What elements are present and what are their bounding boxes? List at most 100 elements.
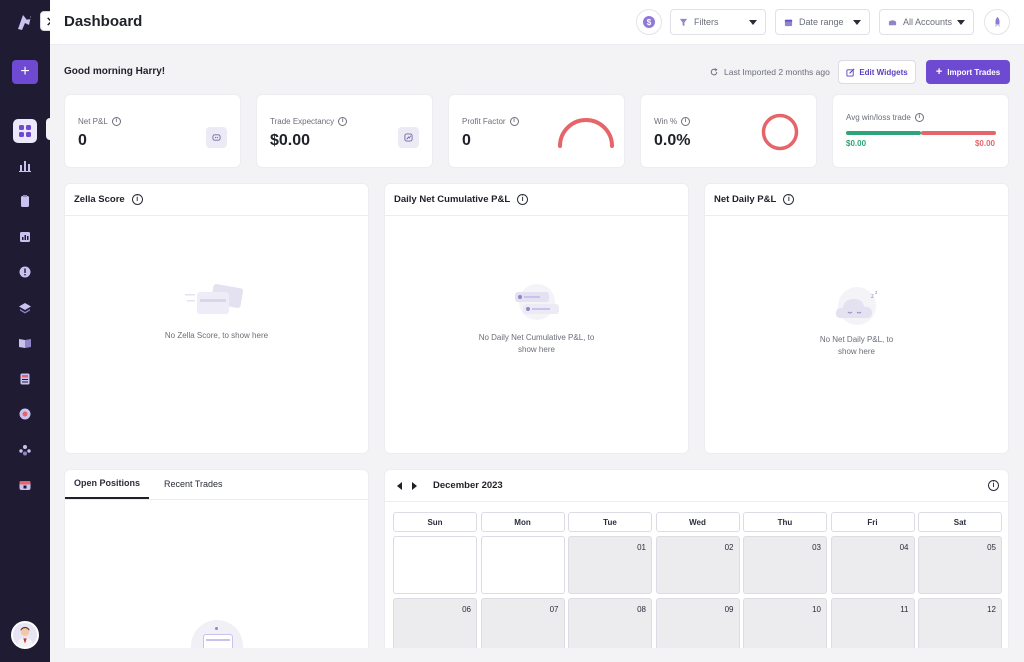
page-bottom-edge [50,648,1024,662]
next-month-icon[interactable] [412,481,417,490]
stat-value: 0 [462,132,471,149]
calendar-day[interactable]: 01 [568,536,652,594]
info-icon[interactable]: i [681,117,691,126]
info-icon[interactable]: i [131,194,143,205]
panel-calendar: December 2023 i Sun Mon Tue Wed Thu Fri … [384,469,1009,662]
last-imported-text: Last Imported 2 months ago [724,67,830,77]
sidebar-item-community[interactable] [13,438,37,462]
sidebar-item-playbook[interactable] [13,296,37,320]
calendar-day[interactable]: 08 [568,598,652,656]
playbook-icon [19,303,31,314]
info-icon[interactable]: i [783,194,795,205]
sidebar-item-chart[interactable] [13,225,37,249]
community-icon [19,445,31,456]
tab-recent-trades[interactable]: Recent Trades [164,479,223,489]
calendar-day[interactable]: 06 [393,598,477,656]
sidebar-item-calculator[interactable] [13,367,37,391]
panel-title: Net Daily P&L [714,194,777,205]
edit-widgets-button[interactable]: Edit Widgets [838,60,916,84]
calendar-day[interactable]: 07 [480,598,565,656]
calendar-day[interactable]: 09 [655,598,740,656]
info-icon[interactable]: i [111,117,121,126]
accounts-dropdown[interactable]: All Accounts [879,9,974,35]
chevron-down-icon [957,19,965,25]
panel-title: Daily Net Cumulative P&L [394,194,511,205]
filters-dropdown[interactable]: Filters [670,9,766,35]
info-icon[interactable]: i [509,117,519,126]
empty-state: z z No Net Daily P&L, to show here [705,286,1008,358]
prev-month-icon[interactable] [397,481,402,490]
stat-label: Avg win/loss trade [846,113,911,122]
stat-card-profit-factor: Profit Factor i 0 [448,94,625,168]
profile-menu-button[interactable] [984,9,1010,35]
stat-label: Win % [654,117,678,126]
calendar-day[interactable]: 02 [655,536,740,594]
calendar-day[interactable]: 04 [830,536,915,594]
import-trades-button[interactable]: + Import Trades [926,60,1010,84]
sidebar-item-reports[interactable] [13,154,37,178]
calendar-day[interactable]: 10 [743,598,827,656]
stat-card-trade-expectancy: Trade Expectancy i $0.00 [256,94,433,168]
calendar-day[interactable]: 03 [743,536,827,594]
loss-bar [921,131,996,135]
rocket-icon [994,16,1000,27]
empty-list-icon [514,284,559,320]
calculator-icon [20,373,30,385]
weekday-header: Sat [918,512,1002,532]
avg-loss-value: $0.00 [974,139,995,148]
stat-value: 0 [78,132,87,149]
svg-text:z: z [871,294,874,300]
chevron-down-icon [749,19,757,25]
info-icon[interactable]: i [338,117,348,126]
win-bar [846,131,921,135]
greeting-text: Good morning Harry! [64,66,166,77]
refresh-icon[interactable] [710,68,718,76]
sidebar-item-alerts[interactable] [13,260,37,284]
alert-icon [19,266,31,278]
info-icon[interactable]: i [517,194,529,205]
zella-logo-icon[interactable] [14,11,36,33]
chart-icon [20,232,30,242]
calendar-day[interactable]: 11 [830,598,915,656]
empty-text: No Net Daily P&L, to show here [819,335,894,356]
empty-cards-icon [184,284,243,314]
edit-widgets-label: Edit Widgets [859,67,908,77]
sidebar-item-university[interactable] [13,473,37,497]
import-trades-label: Import Trades [947,67,1001,77]
account-icon [888,19,897,25]
stat-label: Profit Factor [462,117,506,126]
tab-open-positions[interactable]: Open Positions [65,470,150,499]
sidebar-item-notebook[interactable] [13,331,37,355]
add-button[interactable]: + [12,60,38,84]
calendar-day[interactable]: 05 [918,536,1002,594]
panel-daily-cumulative-pnl: Daily Net Cumulative P&L i No Daily Net … [384,183,689,454]
stat-card-net-pnl: Net P&L i 0 [64,94,241,168]
info-icon[interactable]: i [988,480,999,491]
university-icon [19,481,31,490]
avatar[interactable] [11,621,39,649]
calendar-header: December 2023 i [385,470,1008,502]
sidebar: + [0,0,52,662]
weekday-header: Sun [393,512,477,532]
info-icon[interactable]: i [914,113,924,122]
page-title: Dashboard [64,13,143,30]
record-icon [19,408,31,420]
stat-card-avg-win-loss: Avg win/loss trade i $0.00 $0.00 [832,94,1009,168]
sidebar-item-dashboard[interactable] [13,119,37,143]
calendar-day[interactable] [480,536,565,594]
sidebar-item-record[interactable] [13,402,37,426]
filters-label: Filters [694,17,719,27]
date-range-dropdown[interactable]: Date range [775,9,870,35]
svg-text:z: z [875,290,878,296]
dashboard-icon [19,125,31,137]
edit-icon [846,68,855,77]
stat-card-win-pct: Win % i 0.0% [640,94,817,168]
last-imported: Last Imported 2 months ago [710,67,830,77]
currency-button[interactable]: $ [636,9,662,35]
journal-icon [21,195,29,207]
stat-label: Net P&L [78,117,108,126]
stat-value: $0.00 [270,132,311,149]
sidebar-item-journal[interactable] [13,189,37,213]
calendar-day[interactable] [393,536,477,594]
date-range-label: Date range [799,17,844,27]
